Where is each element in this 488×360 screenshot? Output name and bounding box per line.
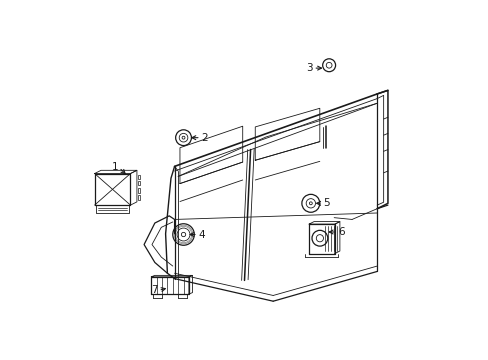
Bar <box>137 195 140 200</box>
Bar <box>137 188 140 193</box>
Text: 4: 4 <box>199 230 205 239</box>
Text: 5: 5 <box>323 198 329 208</box>
Text: 6: 6 <box>337 227 344 237</box>
Bar <box>137 175 140 179</box>
Text: 2: 2 <box>202 133 208 143</box>
Text: 1: 1 <box>111 162 118 172</box>
Bar <box>137 181 140 185</box>
Text: 3: 3 <box>305 63 312 73</box>
Text: 7: 7 <box>150 285 157 296</box>
